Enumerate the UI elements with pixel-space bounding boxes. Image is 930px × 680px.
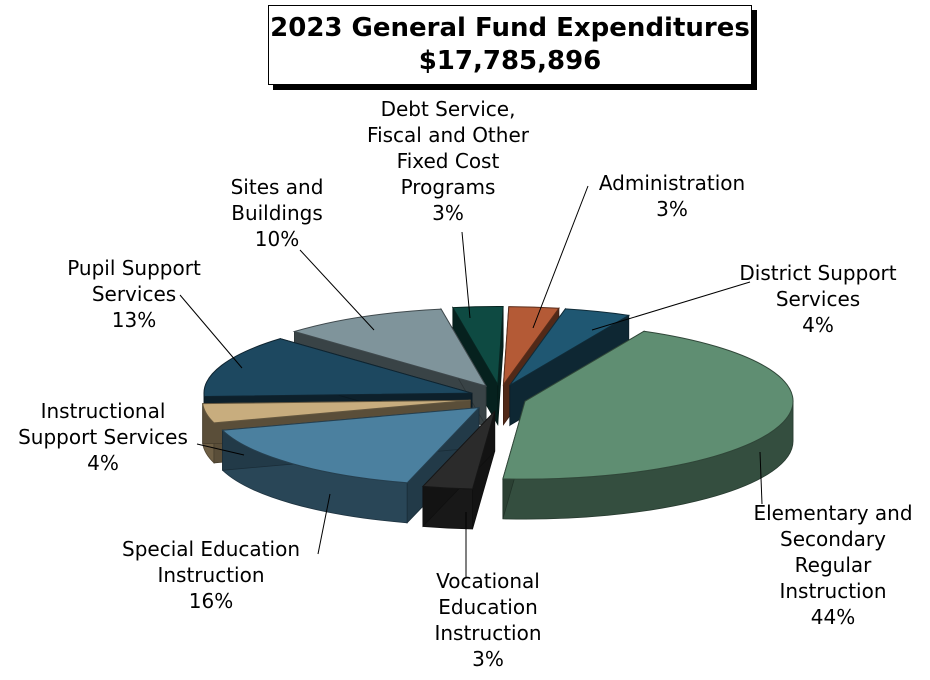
pie-slices	[202, 306, 794, 530]
slice-label-line: 3%	[432, 201, 464, 225]
leader-line	[591, 281, 751, 331]
slice-top-face	[451, 306, 504, 387]
slice-label-line: Secondary	[780, 527, 886, 551]
slice-label: Special Education Instruction 16%	[122, 537, 300, 613]
chart-title-box: 2023 General Fund Expenditures $17,785,8…	[268, 5, 752, 85]
leader-lines	[179, 185, 763, 578]
chart-subtitle-total: $17,785,896	[418, 46, 602, 76]
leader-line	[532, 185, 589, 329]
chart-title: 2023 General Fund Expenditures	[270, 13, 750, 43]
leader-line	[179, 294, 243, 369]
slice-label-line: Regular	[795, 553, 872, 577]
slice-label-line: Instruction	[157, 563, 264, 587]
slice-label-line: Vocational	[436, 569, 540, 593]
slice-top-face	[502, 306, 560, 387]
slice-label-line: 13%	[112, 308, 156, 332]
slice-label-line: Debt Service,	[381, 97, 516, 121]
slice-label-line: 10%	[255, 227, 299, 251]
slice-labels: Administration 3%District Support Services…	[18, 97, 912, 671]
slice-label-line: Buildings	[231, 201, 323, 225]
slice-debt-service-fiscal-and-other-fixed-cost-programs	[451, 306, 504, 427]
slice-label-line: Pupil Support	[67, 256, 201, 280]
slice-label-line: Education	[438, 595, 538, 619]
slice-label: Pupil Support Services 13%	[67, 256, 201, 332]
slice-label-line: Fiscal and Other	[367, 123, 530, 147]
leader-line	[317, 493, 331, 555]
slice-label-line: Instruction	[779, 579, 886, 603]
slice-label-line: Instructional	[41, 399, 166, 423]
slice-label-line: 4%	[802, 313, 834, 337]
leader-line	[759, 451, 763, 505]
slice-label-line: Special Education	[122, 537, 300, 561]
slice-label: Administration 3%	[599, 171, 745, 221]
slice-top-face	[421, 410, 496, 490]
slice-vocational-education-instruction	[421, 410, 496, 530]
slice-label-line: Fixed Cost	[397, 149, 500, 173]
slice-label: Vocational Education Instruction 3%	[434, 569, 541, 671]
slice-label: District Support Services 4%	[739, 261, 896, 337]
slice-label-line: 44%	[811, 605, 855, 629]
slice-label-line: Support Services	[18, 425, 188, 449]
slice-top-face	[203, 338, 473, 398]
slice-label: Sites and Buildings 10%	[231, 175, 324, 251]
slice-label-line: Instruction	[434, 621, 541, 645]
slice-label-line: Administration	[599, 171, 745, 195]
leader-line	[461, 231, 471, 319]
slice-label-line: 16%	[189, 589, 233, 613]
slice-label-line: Programs	[401, 175, 496, 199]
slice-label: Elementary and Secondary Regular Instructio…	[753, 501, 912, 629]
leader-line	[196, 443, 245, 456]
leader-line	[299, 249, 375, 331]
slice-label-line: 3%	[472, 647, 504, 671]
slice-top-face	[221, 407, 481, 484]
slice-label-line: 4%	[87, 451, 119, 475]
slice-label-line: Services	[92, 282, 176, 306]
slice-label-line: Services	[776, 287, 860, 311]
slice-label-line: Elementary and	[753, 501, 912, 525]
slice-elementary-and-secondary-regular-instruction	[502, 330, 794, 520]
slice-label: Debt Service, Fiscal and Other Fixed Cost P…	[367, 97, 530, 225]
slice-top-face	[202, 399, 471, 424]
slice-label-line: Sites and	[231, 175, 324, 199]
slice-label-line: District Support	[739, 261, 896, 285]
slice-top-face	[502, 330, 794, 480]
slice-label: Instructional Support Services 4%	[18, 399, 188, 475]
slice-label-line: 3%	[656, 197, 688, 221]
